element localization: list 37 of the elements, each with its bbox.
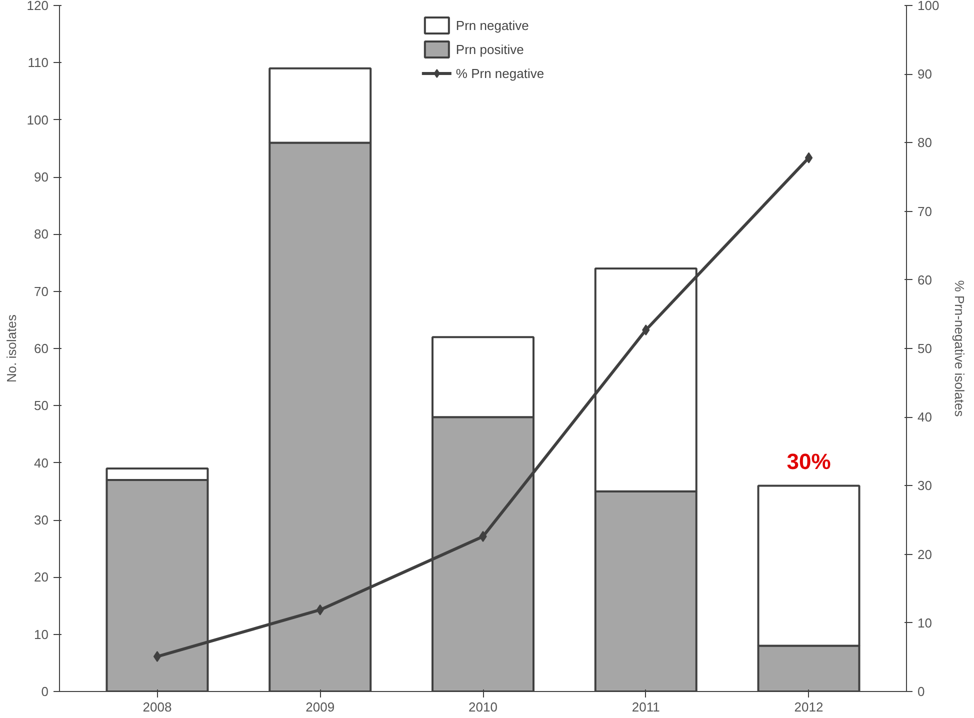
y2-tick-label: 0	[918, 684, 925, 699]
y-tick-label: 30	[34, 512, 49, 528]
y2-tick-label: 50	[918, 341, 932, 356]
y2-tick-label: 20	[918, 546, 932, 562]
y-tick-label: 20	[34, 570, 49, 585]
x-tick-label: 2009	[306, 700, 335, 714]
y-tick-label: 120	[26, 0, 49, 13]
y2-tick-label: 10	[918, 615, 932, 630]
y2-tick-label: 30	[918, 478, 932, 494]
y2-axis-title: % Prn-negative isolates	[952, 280, 968, 418]
x-tick-label: 2012	[794, 700, 824, 714]
legend-label: % Prn negative	[456, 66, 544, 80]
x-tick-label: 2011	[632, 700, 660, 714]
y-axis-title: No. isolates	[4, 314, 19, 382]
y-tick-label: 70	[34, 284, 49, 299]
y-tick-label: 80	[34, 226, 49, 242]
x-tick-label: 2010	[468, 700, 498, 714]
y2-tick-label: 90	[918, 66, 932, 82]
y2-tick-label: 40	[918, 410, 932, 425]
y2-tick-label: 100	[918, 0, 940, 13]
y-tick-label: 0	[41, 684, 49, 699]
point	[804, 152, 813, 164]
y2-tick-label: 60	[918, 272, 932, 288]
y-tick-label: 60	[34, 341, 49, 356]
legend-label: Prn positive	[456, 42, 524, 56]
legend-label: Prn negative	[456, 18, 529, 32]
y2-tick-label: 80	[918, 135, 932, 150]
y-tick-label: 90	[34, 170, 49, 184]
y-tick-label: 100	[26, 112, 49, 128]
x-tick-label: 2008	[142, 700, 172, 714]
annotation: 30%	[786, 449, 831, 474]
y2-tick-label: 70	[918, 204, 932, 219]
y-tick-label: 110	[28, 55, 49, 70]
y-tick-label: 10	[34, 626, 49, 642]
point	[153, 651, 162, 662]
y-tick-label: 50	[34, 398, 49, 414]
y-tick-label: 40	[34, 455, 49, 470]
